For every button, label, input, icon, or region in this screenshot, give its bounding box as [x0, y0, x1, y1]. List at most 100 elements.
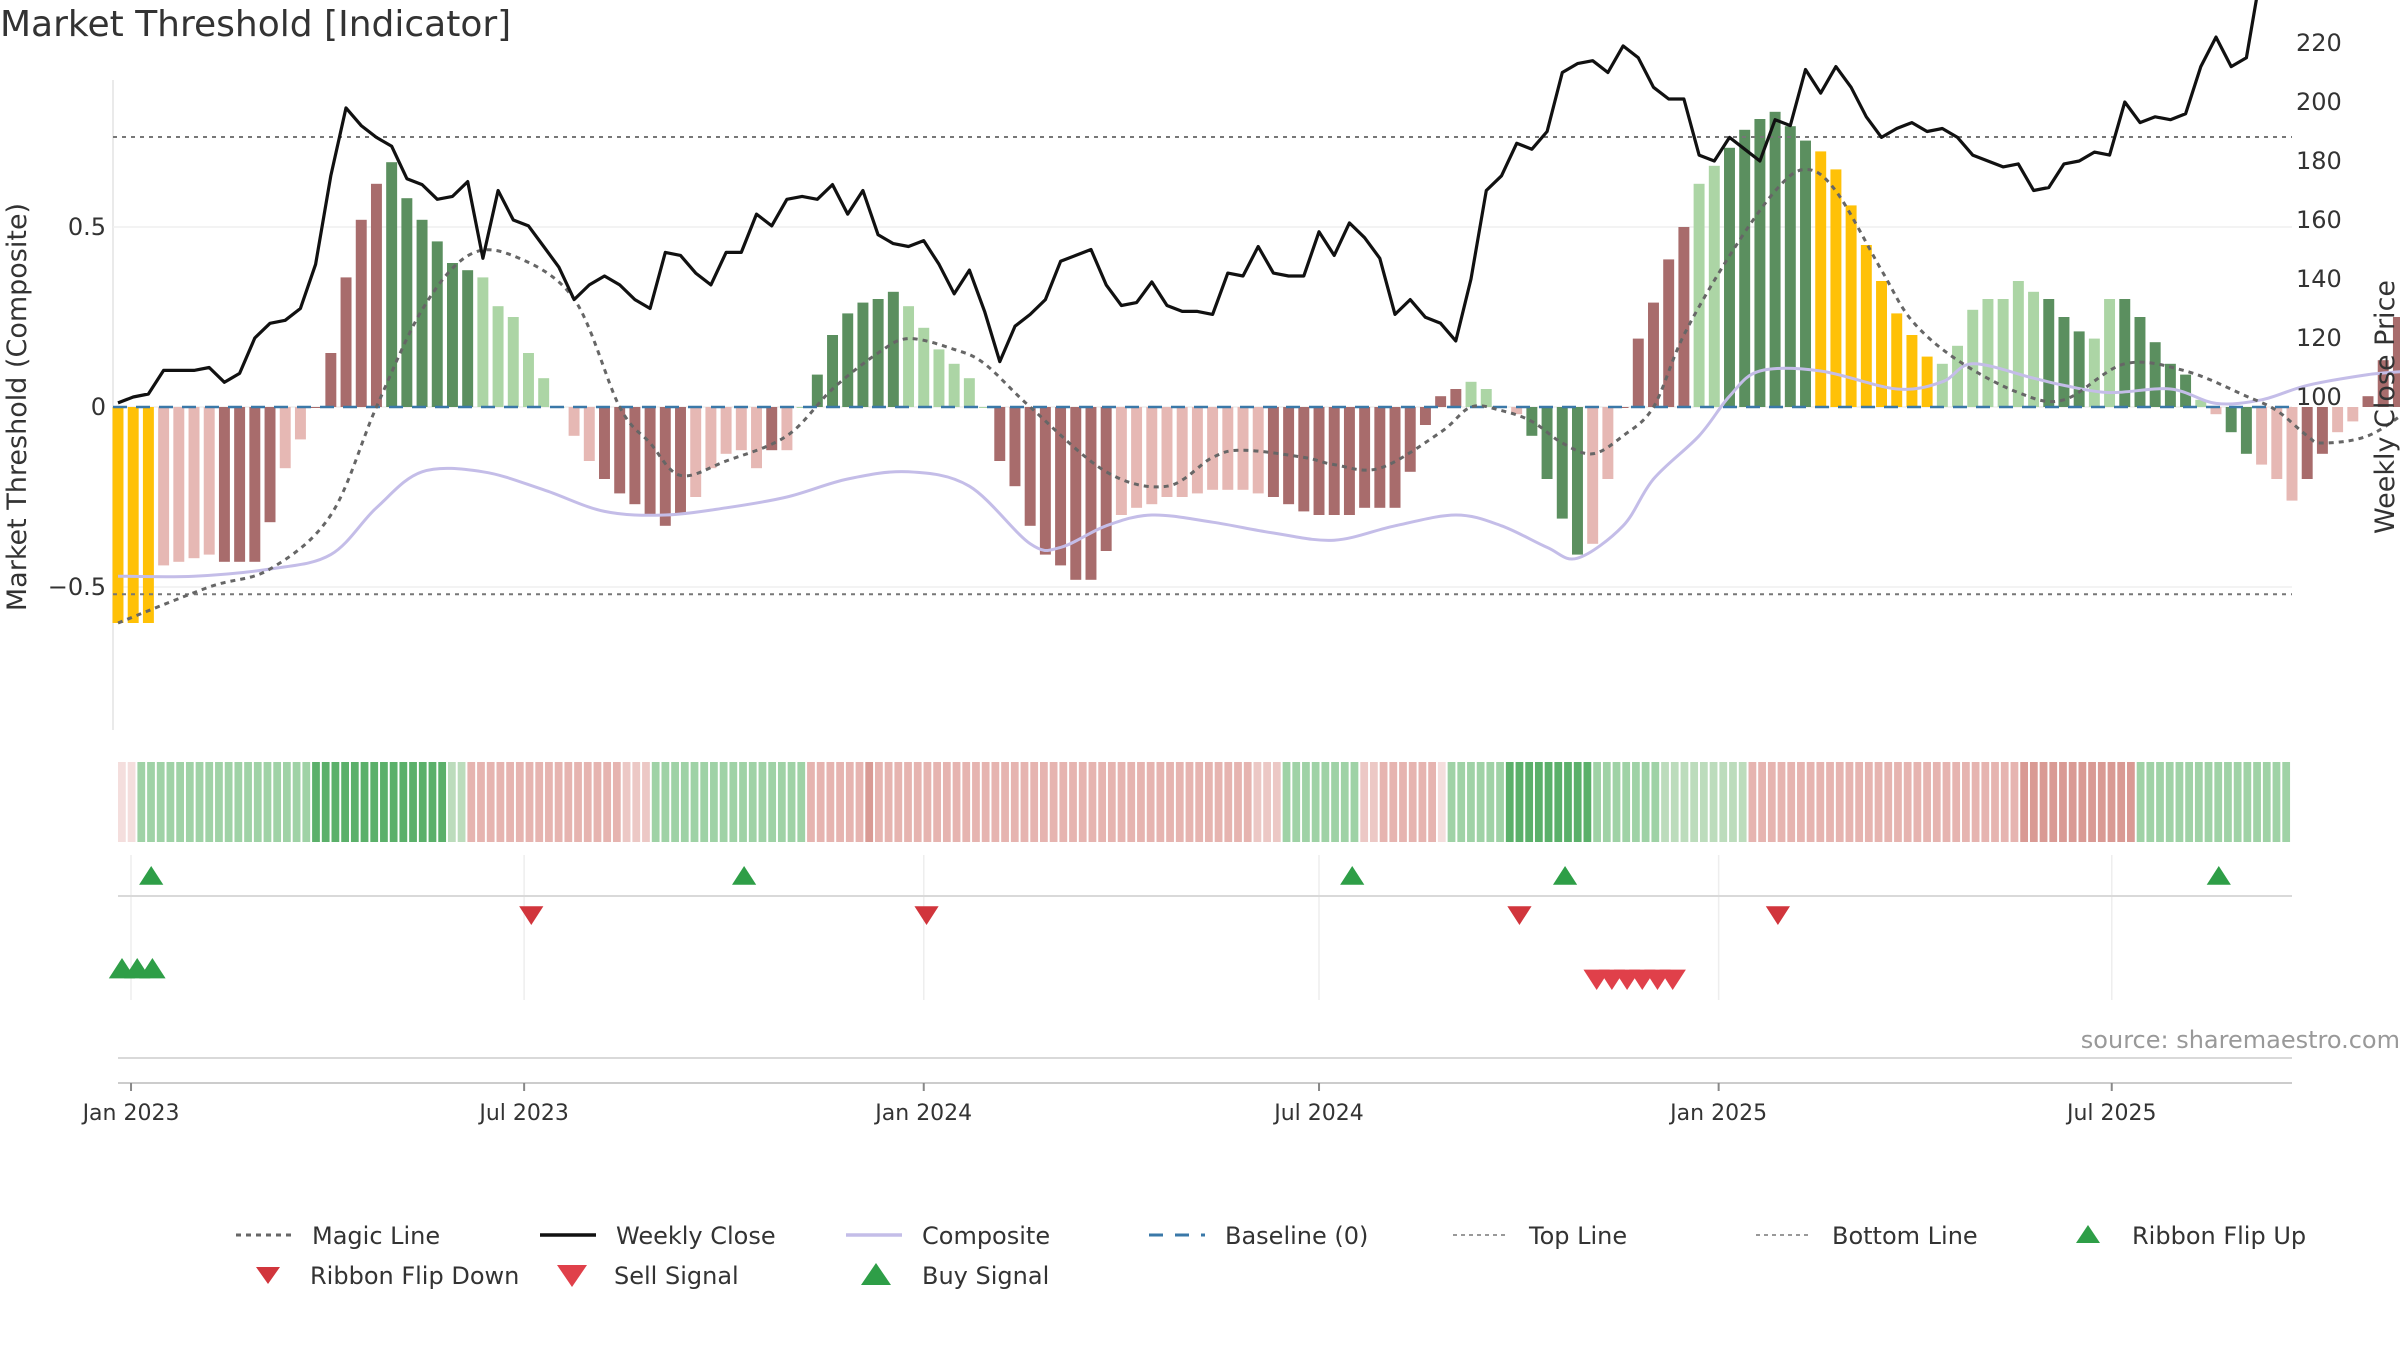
- composite-bar: [1131, 407, 1143, 508]
- ribbon-flip-down-marker: [1507, 906, 1532, 925]
- ribbon-cell: [1437, 762, 1446, 842]
- ribbon-cell: [1156, 762, 1165, 842]
- ribbon-cell: [1302, 762, 1310, 842]
- ribbon-cell: [981, 762, 990, 842]
- legend-label: Buy Signal: [922, 1262, 1049, 1290]
- right-tick-label: 180: [2296, 147, 2342, 175]
- composite-bar: [1389, 407, 1401, 508]
- ribbon-cell: [593, 762, 602, 842]
- composite-bar: [279, 407, 291, 469]
- composite-bar: [218, 407, 230, 562]
- ribbon-cell: [1738, 762, 1747, 842]
- composite-bar: [1024, 407, 1036, 526]
- composite-bar: [583, 407, 595, 461]
- ribbon-cell: [2243, 762, 2252, 842]
- ribbon-cell: [2194, 762, 2203, 842]
- ribbon-cell: [2233, 762, 2242, 842]
- composite-bar: [1207, 407, 1219, 490]
- ribbon-cell: [215, 762, 223, 842]
- ribbon-cell: [574, 762, 582, 842]
- ribbon-cell: [1661, 762, 1669, 842]
- ribbon-cell: [2107, 762, 2116, 842]
- ribbon-cell: [1428, 762, 1436, 842]
- ribbon-cell: [438, 762, 447, 842]
- legend-item-magic: Magic Line: [236, 1222, 440, 1250]
- composite-bar: [1419, 407, 1431, 425]
- ribbon-cell: [2253, 762, 2261, 842]
- ribbon-cell: [1272, 762, 1281, 842]
- ribbon-cell: [156, 762, 165, 842]
- left-axis-label: Market Threshold (Composite): [2, 203, 33, 611]
- x-tick-label: Jul 2023: [477, 1101, 569, 1126]
- ribbon-cell: [1942, 762, 1951, 842]
- ribbon-cell: [787, 762, 796, 842]
- ribbon-cell: [1525, 762, 1534, 842]
- composite-bar: [1328, 407, 1340, 515]
- ribbon-cell: [1088, 762, 1097, 842]
- ribbon-cell: [409, 762, 417, 842]
- ribbon-cell: [1311, 762, 1320, 842]
- legend-swatch: [557, 1265, 587, 1287]
- composite-bar: [340, 277, 352, 407]
- legend-item-composite: Composite: [846, 1222, 1050, 1250]
- ribbon-cell: [700, 762, 709, 842]
- ribbon-cell: [612, 762, 621, 842]
- ribbon-cell: [1107, 762, 1116, 842]
- ribbon-cell: [477, 762, 485, 842]
- ribbon-cell: [2020, 762, 2029, 842]
- ribbon-cell: [166, 762, 175, 842]
- composite-bar: [690, 407, 702, 497]
- left-tick-label: 0: [91, 393, 106, 421]
- composite-bar: [2332, 407, 2344, 433]
- ribbon-flip-up-marker: [1552, 866, 1578, 885]
- composite-bar: [492, 306, 504, 407]
- composite-bar: [1602, 407, 1614, 479]
- composite-bar: [1465, 381, 1477, 407]
- composite-bar: [538, 378, 550, 407]
- composite-bar: [386, 162, 398, 407]
- composite-bar: [431, 241, 443, 407]
- composite-bar: [2210, 407, 2222, 415]
- ribbon-cell: [2000, 762, 2009, 842]
- composite-bar: [1070, 407, 1082, 580]
- legend-item-top: Top Line: [1453, 1222, 1627, 1250]
- composite-bar: [2286, 407, 2298, 501]
- ribbon-cell: [360, 762, 369, 842]
- ribbon-cell: [1350, 762, 1359, 842]
- composite-bar: [234, 407, 246, 562]
- ribbon-cell: [127, 762, 136, 842]
- composite-bar: [1800, 140, 1811, 407]
- ribbon-cell: [2146, 762, 2155, 842]
- legend-label: Magic Line: [312, 1222, 440, 1250]
- ribbon-cell: [1418, 762, 1427, 842]
- buy-signal-marker: [139, 958, 166, 979]
- ribbon-cell: [933, 762, 942, 842]
- ribbon-cell: [875, 762, 883, 842]
- ribbon-cell: [321, 762, 330, 842]
- legend-swatch: [2076, 1225, 2100, 1243]
- composite-bar: [2240, 407, 2252, 454]
- ribbon-flip-up-marker: [732, 866, 757, 885]
- ribbon-cell: [1884, 762, 1893, 842]
- composite-bar: [2225, 407, 2237, 433]
- composite-bar: [1769, 111, 1781, 408]
- composite-bar: [1085, 407, 1097, 580]
- ribbon-cell: [234, 762, 243, 842]
- composite-bar: [2180, 374, 2192, 407]
- composite-bar: [796, 407, 808, 408]
- ribbon-cell: [263, 762, 272, 842]
- right-tick-label: 160: [2296, 206, 2342, 234]
- composite-bar: [507, 317, 519, 407]
- ribbon-cell: [312, 762, 320, 842]
- composite-bar: [1298, 407, 1310, 512]
- ribbon-cell: [1505, 762, 1514, 842]
- ribbon-cell: [1137, 762, 1145, 842]
- composite-bar: [2119, 299, 2131, 407]
- composite-bar: [1039, 407, 1051, 555]
- ribbon-cell: [1641, 762, 1650, 842]
- ribbon-cell: [1855, 762, 1864, 842]
- ribbon-cell: [1049, 762, 1058, 842]
- ribbon-cell: [904, 762, 912, 842]
- composite-bar: [1632, 338, 1644, 407]
- x-tick-label: Jul 2025: [2065, 1101, 2157, 1126]
